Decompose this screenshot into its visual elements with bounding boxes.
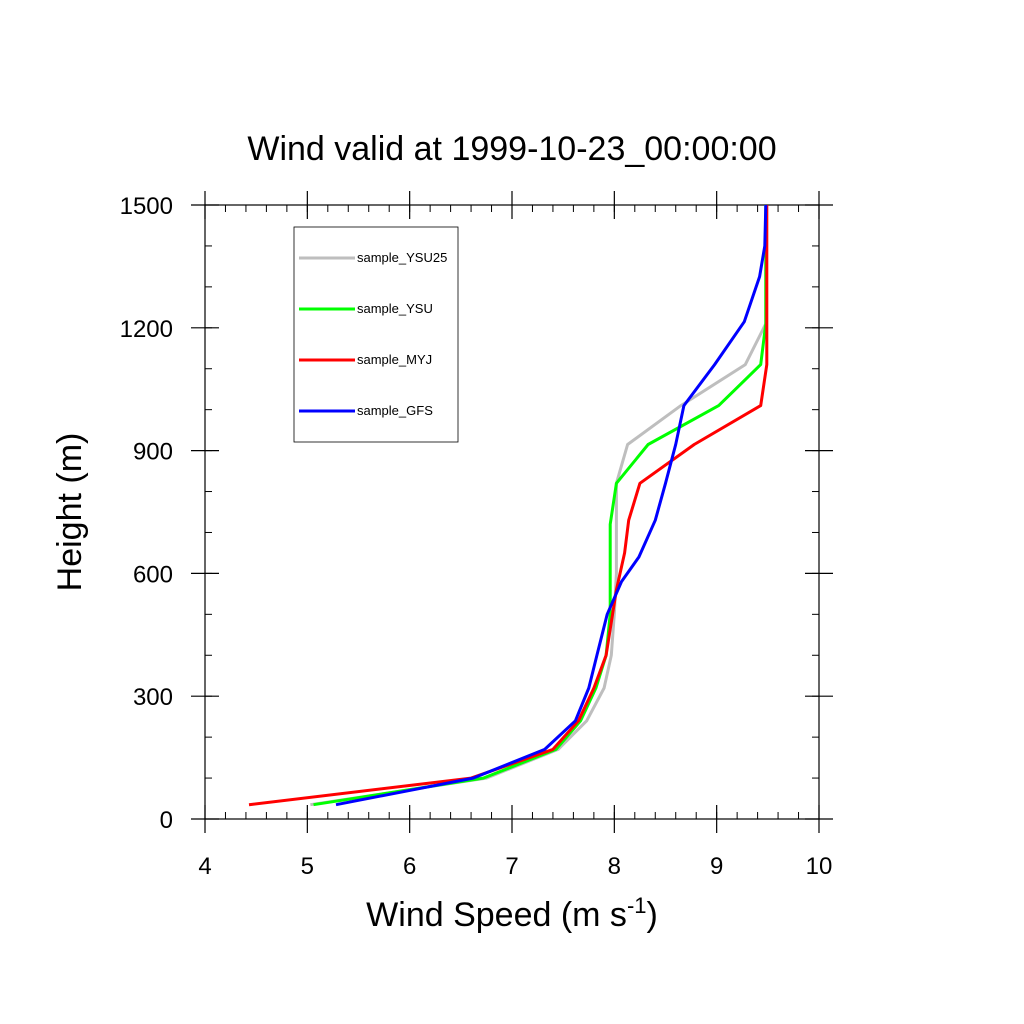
major-ticks (191, 191, 833, 833)
y-tick-label: 0 (160, 807, 173, 834)
y-tick-label: 600 (133, 561, 173, 588)
legend-label: sample_GFS (357, 403, 433, 418)
legend-label: sample_YSU (357, 301, 433, 316)
x-tick-label: 9 (710, 853, 723, 880)
x-axis-label-tail: ) (647, 896, 658, 934)
x-tick-label: 10 (806, 853, 833, 880)
x-axis-label-superscript: -1 (627, 893, 647, 918)
x-axis-label: Wind Speed (m s-1) (366, 893, 658, 934)
x-tick-label: 8 (608, 853, 621, 880)
x-axis-label-main: Wind Speed (m s (366, 896, 627, 934)
x-tick-label: 5 (301, 853, 314, 880)
y-tick-label: 300 (133, 684, 173, 711)
y-tick-label: 1500 (120, 193, 173, 220)
legend-label: sample_YSU25 (357, 250, 447, 265)
legend-box (293, 226, 459, 443)
y-tick-label: 900 (133, 439, 173, 466)
legend: sample_YSU25 sample_YSU sample_MYJ sample_G… (293, 226, 459, 443)
x-tick-label: 4 (198, 853, 211, 880)
tick-labels: 4 5 6 7 8 9 10 0 300 600 900 1200 1500 (120, 193, 833, 880)
series-lines (248, 204, 769, 807)
x-tick-label: 7 (505, 853, 518, 880)
x-tick-label: 6 (403, 853, 416, 880)
legend-label: sample_MYJ (357, 352, 432, 367)
y-tick-label: 1200 (120, 316, 173, 343)
series-line-sample-gfs (335, 204, 768, 807)
chart-title: Wind valid at 1999-10-23_00:00:00 (247, 130, 776, 168)
series-line-sample-myj (248, 205, 769, 807)
y-axis-label: Height (m) (51, 433, 89, 592)
